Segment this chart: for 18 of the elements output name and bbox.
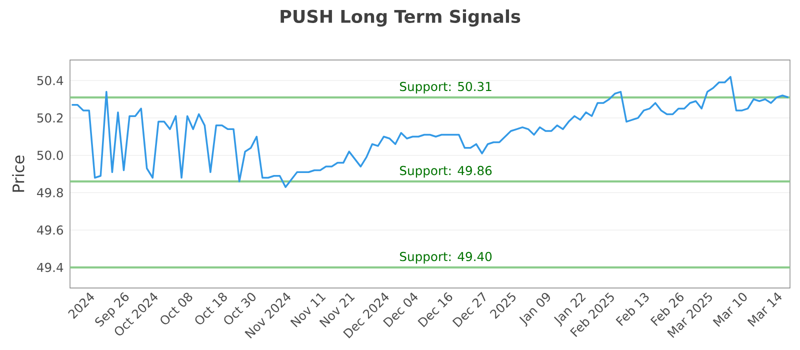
x-tick-label: Feb 13 xyxy=(616,293,649,326)
x-tick-label: Mar 10 xyxy=(712,292,747,327)
ref-line-label: Support: 49.86 xyxy=(400,166,492,178)
y-tick-label: 49.6 xyxy=(37,225,64,235)
ref-line-label: Support: 49.40 xyxy=(400,252,492,264)
y-axis-title: Price xyxy=(12,156,24,192)
y-tick-label: 49.8 xyxy=(37,188,63,198)
y-tick-label: 50.4 xyxy=(37,76,64,86)
chart-title: PUSH Long Term Signals xyxy=(280,9,520,27)
x-tick-label: Dec 27 xyxy=(452,292,486,328)
x-tick-label: Jan 09 xyxy=(519,293,550,327)
y-tick-label: 50.2 xyxy=(37,113,63,123)
y-tick-label: 49.4 xyxy=(37,262,64,272)
ref-line-label: Support: 50.31 xyxy=(400,82,492,94)
x-tick-label: Dec 16 xyxy=(418,292,452,328)
x-tick-label: Mar 14 xyxy=(747,292,782,327)
y-tick-label: 50.0 xyxy=(37,150,63,160)
x-tick-label: Oct 08 xyxy=(160,292,192,324)
